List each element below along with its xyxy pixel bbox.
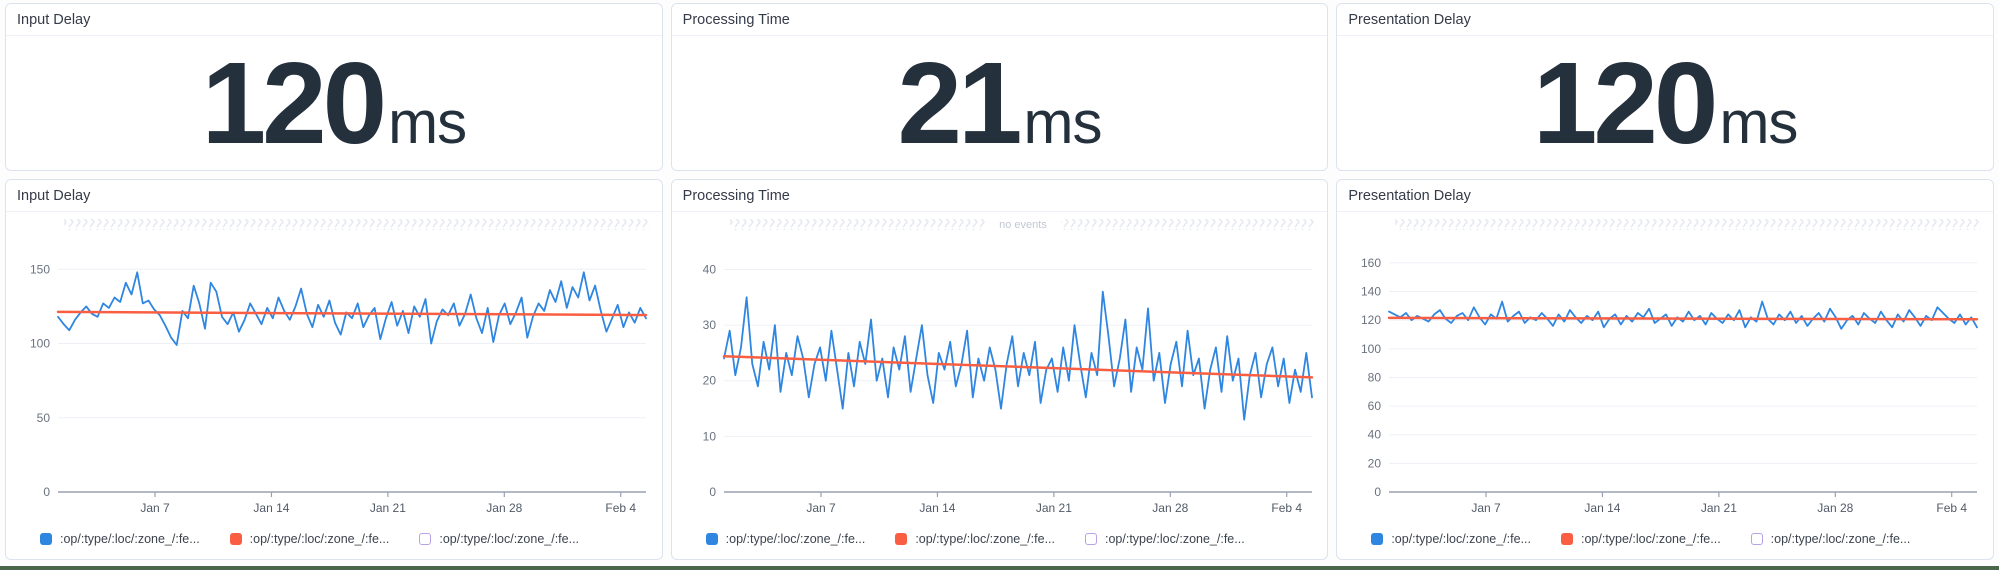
panel-title: Processing Time [671,180,1328,213]
metric: 120 ms [1532,38,1799,169]
legend-swatch-outline [419,533,432,545]
svg-text:Jan 21: Jan 21 [370,501,406,515]
svg-text:Jan 7: Jan 7 [140,501,170,515]
time-series-chart[interactable]: 0 50 100 150 Jan 7 Jan 14 Jan 21 Jan 28 Feb 4 [12,216,656,526]
metric-unit: ms [388,89,467,157]
metric-value: 21 [897,38,1022,169]
chart-plot-area: 0 50 100 150 Jan 7 Jan 14 Jan 21 Jan 28 Feb 4 [6,212,662,526]
panel-title: Input Delay [6,180,662,213]
svg-text:Jan 7: Jan 7 [806,501,836,515]
bottom-edge-bar [0,566,1999,570]
svg-text:140: 140 [1361,285,1381,299]
svg-text:100: 100 [30,337,50,351]
legend-swatch-outline [1085,533,1097,545]
svg-text:10: 10 [702,429,716,443]
chart-plot-area: no events 0 10 20 30 40 Jan 7 Jan 14 Jan 21 Jan 2… [672,212,1328,526]
metric: 21 ms [897,38,1103,169]
svg-text:Feb 4: Feb 4 [605,501,636,515]
svg-text:80: 80 [1368,371,1382,385]
svg-text:no events: no events [999,219,1047,231]
chart-legend: :op/:type/:loc/:zone_/:fe... :op/:type/:… [672,526,1328,559]
svg-text:Feb 4: Feb 4 [1271,501,1302,515]
metric: 120 ms [201,38,468,169]
legend-swatch-orange [895,533,908,545]
legend-label: :op/:type/:loc/:zone_/:fe... [1581,532,1721,546]
svg-text:20: 20 [1368,456,1382,470]
metric-value: 120 [201,38,388,169]
metric-body: 120 ms [6,36,662,170]
metric-body: 120 ms [1337,36,1993,170]
svg-text:Jan 14: Jan 14 [1585,501,1621,515]
legend-label: :op/:type/:loc/:zone_/:fe... [1391,532,1531,546]
legend-item[interactable]: :op/:type/:loc/:zone_/:fe... [40,532,200,546]
svg-text:Jan 14: Jan 14 [253,501,289,515]
legend-swatch-blue [40,533,52,545]
svg-text:150: 150 [30,262,50,276]
svg-text:40: 40 [702,263,716,277]
metric-panel-input-delay: Input Delay 120 ms [5,3,663,171]
metric-value: 120 [1532,38,1719,169]
svg-text:Jan 21: Jan 21 [1701,501,1737,515]
svg-text:0: 0 [709,485,716,499]
svg-text:30: 30 [702,318,716,332]
time-series-chart[interactable]: no events 0 10 20 30 40 Jan 7 Jan 14 Jan 21 Jan 2… [678,216,1322,526]
legend-label: :op/:type/:loc/:zone_/:fe... [725,532,866,546]
svg-text:Jan 28: Jan 28 [486,501,522,515]
legend-item[interactable]: :op/:type/:loc/:zone_/:fe... [705,532,866,546]
svg-text:Jan 28: Jan 28 [1152,501,1188,515]
dashboard-grid: Input Delay 120 ms Processing Time 21 ms… [5,3,1994,560]
legend-label: :op/:type/:loc/:zone_/:fe... [1105,532,1245,546]
metric-unit: ms [1023,89,1103,157]
panel-title: Presentation Delay [1337,180,1993,213]
legend-swatch-orange [1561,533,1573,545]
legend-swatch-orange [229,533,242,545]
chart-plot-area: 0 20 40 60 80 100 120 140 160 Jan 7 Jan 14 Jan 21 Ja… [1337,212,1993,526]
svg-text:160: 160 [1361,256,1381,270]
chart-panel-input-delay: Input Delay 0 50 100 150 Jan 7 Jan 14 Jan 21 Ja… [5,179,663,560]
svg-text:0: 0 [1375,485,1382,499]
legend-item[interactable]: :op/:type/:loc/:zone_/:fe... [1561,532,1721,546]
legend-item[interactable]: :op/:type/:loc/:zone_/:fe... [419,532,579,546]
chart-panel-presentation-delay: Presentation Delay 0 20 40 60 80 100 120 140 160… [1336,179,1994,560]
legend-item[interactable]: :op/:type/:loc/:zone_/:fe... [229,532,390,546]
legend-swatch-blue [705,533,718,545]
svg-text:50: 50 [37,411,51,425]
legend-item[interactable]: :op/:type/:loc/:zone_/:fe... [1750,532,1911,546]
legend-swatch-outline [1750,533,1763,545]
svg-text:100: 100 [1361,342,1381,356]
panel-title: Presentation Delay [1337,4,1993,37]
legend-label: :op/:type/:loc/:zone_/:fe... [439,532,580,546]
metric-panel-processing-time: Processing Time 21 ms [670,3,1329,171]
svg-text:120: 120 [1361,313,1381,327]
legend-swatch-blue [1371,533,1384,545]
svg-text:Feb 4: Feb 4 [1937,501,1968,515]
chart-legend: :op/:type/:loc/:zone_/:fe... :op/:type/:… [6,526,662,559]
svg-text:60: 60 [1368,399,1382,413]
svg-text:0: 0 [43,485,50,499]
metric-panel-presentation-delay: Presentation Delay 120 ms [1336,3,1994,171]
legend-item[interactable]: :op/:type/:loc/:zone_/:fe... [1371,532,1531,546]
legend-item[interactable]: :op/:type/:loc/:zone_/:fe... [1085,532,1245,546]
chart-panel-processing-time: Processing Time no events 0 10 20 30 40 Jan 7 J… [670,179,1329,560]
svg-text:Jan 7: Jan 7 [1472,501,1502,515]
legend-label: :op/:type/:loc/:zone_/:fe... [1770,532,1911,546]
metric-body: 21 ms [672,36,1328,170]
time-series-chart[interactable]: 0 20 40 60 80 100 120 140 160 Jan 7 Jan 14 Jan 21 Ja… [1343,216,1987,526]
svg-text:20: 20 [702,374,716,388]
legend-label: :op/:type/:loc/:zone_/:fe... [915,532,1055,546]
metric-unit: ms [1719,89,1798,157]
legend-label: :op/:type/:loc/:zone_/:fe... [249,532,390,546]
svg-text:Jan 21: Jan 21 [1036,501,1072,515]
chart-legend: :op/:type/:loc/:zone_/:fe... :op/:type/:… [1337,526,1993,559]
legend-label: :op/:type/:loc/:zone_/:fe... [60,532,200,546]
svg-text:40: 40 [1368,428,1382,442]
svg-text:Jan 28: Jan 28 [1818,501,1854,515]
panel-title: Input Delay [6,4,662,37]
legend-item[interactable]: :op/:type/:loc/:zone_/:fe... [895,532,1055,546]
svg-text:Jan 14: Jan 14 [919,501,955,515]
panel-title: Processing Time [671,4,1328,37]
